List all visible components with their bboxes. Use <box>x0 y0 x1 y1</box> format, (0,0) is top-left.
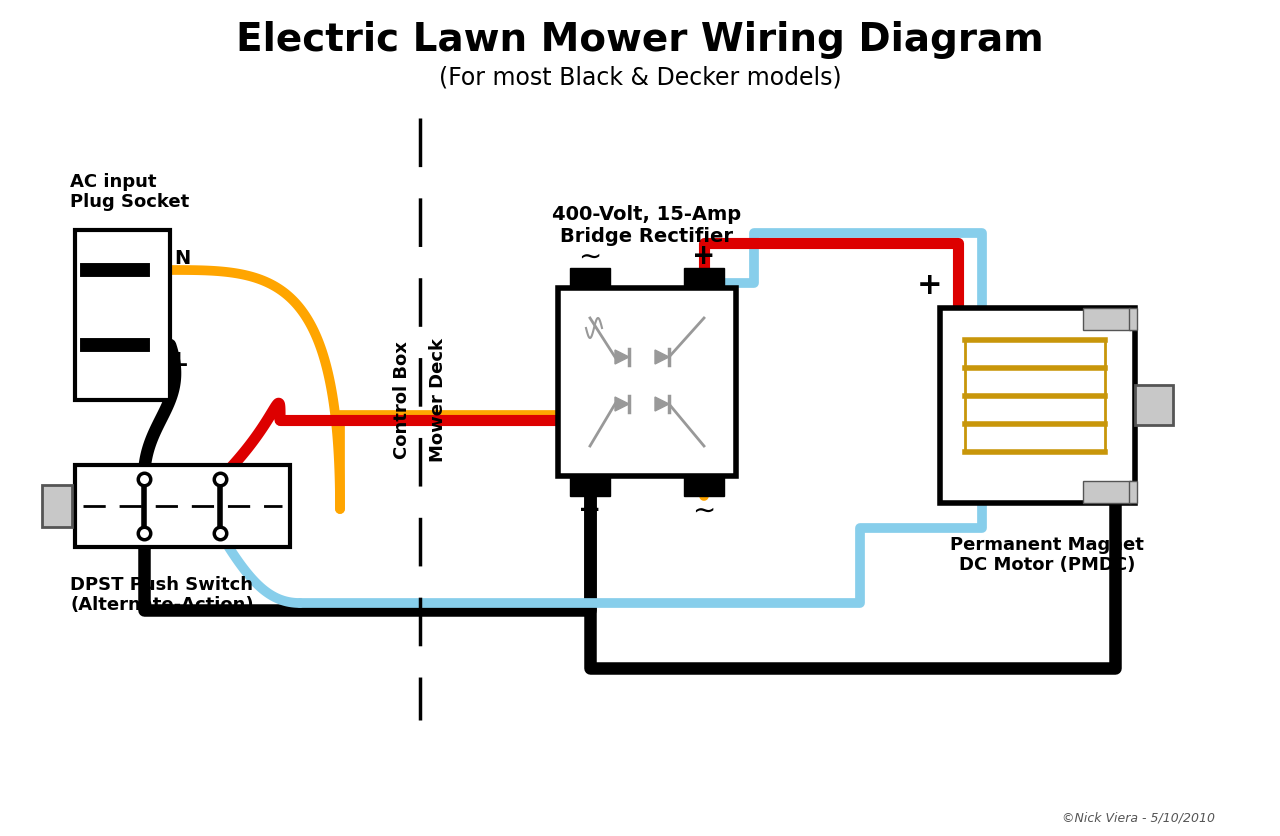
Text: ∼: ∼ <box>692 496 716 524</box>
Bar <box>940 308 1135 503</box>
Text: +: + <box>918 272 943 300</box>
Text: ©Nick Viera - 5/10/2010: ©Nick Viera - 5/10/2010 <box>1062 812 1215 824</box>
Text: Mower Deck: Mower Deck <box>429 338 447 462</box>
Bar <box>1129 481 1137 503</box>
Bar <box>1083 481 1132 503</box>
Text: N: N <box>174 248 191 268</box>
Text: 400-Volt, 15-Amp
Bridge Rectifier: 400-Volt, 15-Amp Bridge Rectifier <box>553 206 741 247</box>
Text: (For most Black & Decker models): (For most Black & Decker models) <box>439 66 841 90</box>
Bar <box>1083 308 1132 330</box>
Text: −: − <box>579 496 602 524</box>
Text: ∼: ∼ <box>579 242 602 270</box>
Bar <box>42 485 72 527</box>
Bar <box>76 230 170 400</box>
Bar <box>1129 308 1137 330</box>
Text: AC input
Plug Socket: AC input Plug Socket <box>70 172 189 212</box>
Text: Electric Lawn Mower Wiring Diagram: Electric Lawn Mower Wiring Diagram <box>236 21 1044 59</box>
Text: Control Box: Control Box <box>393 341 411 459</box>
Bar <box>76 465 291 547</box>
Text: DPST Push Switch
(Alternate-Action): DPST Push Switch (Alternate-Action) <box>70 576 253 614</box>
Text: +: + <box>692 242 716 270</box>
Bar <box>684 476 724 496</box>
Polygon shape <box>614 397 628 411</box>
Bar <box>570 476 611 496</box>
Bar <box>558 288 736 476</box>
Polygon shape <box>614 350 628 364</box>
Text: L: L <box>174 350 187 370</box>
Bar <box>1135 385 1172 425</box>
Polygon shape <box>655 397 669 411</box>
Bar <box>570 268 611 288</box>
Bar <box>684 268 724 288</box>
Text: Permanent Magnet
DC Motor (PMDC): Permanent Magnet DC Motor (PMDC) <box>950 536 1144 574</box>
Polygon shape <box>655 350 669 364</box>
